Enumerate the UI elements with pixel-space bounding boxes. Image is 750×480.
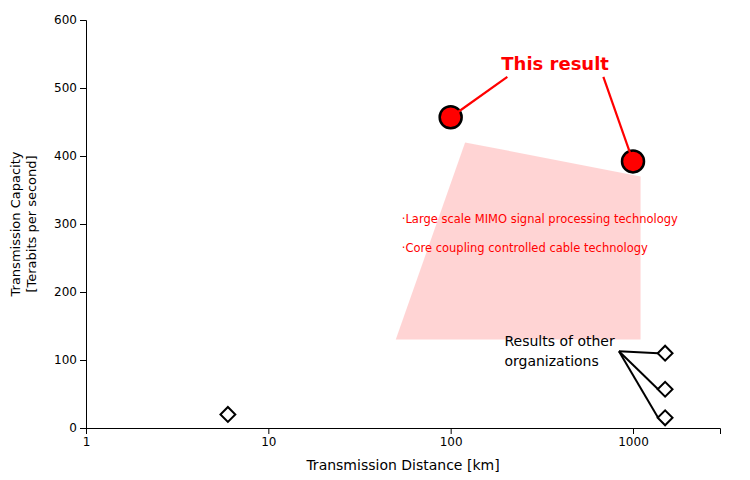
tick-mark [80, 156, 86, 157]
annotation: ·Core coupling controlled cable technolo… [402, 241, 648, 255]
tick-label: 200 [54, 285, 77, 299]
tick: 200 [54, 285, 86, 299]
tick-label: 1 [83, 435, 91, 449]
y-axis: 0 100 200 300 400 500 600 [54, 13, 86, 435]
tick: 400 [54, 149, 86, 163]
tick-label: 100 [54, 353, 77, 367]
series-label: Results of otherorganizations [504, 333, 614, 369]
point-diamond [658, 382, 673, 397]
connector [451, 77, 508, 117]
tick-mark [80, 292, 86, 293]
connector [619, 351, 658, 353]
point-circle [440, 106, 462, 128]
tick-label: 100 [440, 435, 463, 449]
connector [603, 77, 633, 162]
marks [220, 106, 672, 425]
tick: 500 [54, 81, 86, 95]
tick-mark [451, 428, 452, 434]
plot: 1 10 100 1000 0 100 200 300 400 500 600 This result… [54, 13, 720, 448]
x-axis: 1 10 100 1000 [83, 428, 721, 449]
point-diamond [658, 346, 673, 361]
chart: 1 10 100 1000 0 100 200 300 400 500 600 This result… [0, 0, 750, 480]
connector [619, 351, 658, 418]
point-diamond [658, 410, 673, 425]
tick-mark [80, 360, 86, 361]
annotation: ·Large scale MIMO signal processing tech… [402, 212, 678, 226]
tick-label: 1000 [618, 435, 649, 449]
labels: This result Results of otherorganizations… [402, 53, 678, 369]
tick: 0 [69, 421, 86, 435]
axis-line [87, 429, 721, 435]
tick: 1 [83, 428, 91, 449]
tick: 300 [54, 217, 86, 231]
tick: 100 [54, 353, 86, 367]
tick-mark [80, 224, 86, 225]
tick-label: 10 [261, 435, 276, 449]
tick: 10 [261, 428, 276, 449]
axis-line [80, 21, 87, 429]
tick-mark [80, 88, 86, 89]
tick-mark [80, 20, 86, 21]
tick: 1000 [618, 428, 649, 449]
x-axis-title: Transmission Distance [km] [305, 457, 499, 473]
tick: 600 [54, 13, 86, 27]
tick-mark [80, 428, 86, 429]
tick-label: 0 [69, 421, 77, 435]
tick-label: 300 [54, 217, 77, 231]
tick: 100 [440, 428, 463, 449]
series-label: This result [501, 53, 609, 74]
tick-mark [268, 428, 269, 434]
tick-label: 600 [54, 13, 77, 27]
tick-label: 500 [54, 81, 77, 95]
tick-mark [633, 428, 634, 434]
y-axis-title: Transmission Capacity[Terabits per secon… [8, 151, 39, 297]
point-diamond [220, 407, 235, 422]
tick-label: 400 [54, 149, 77, 163]
